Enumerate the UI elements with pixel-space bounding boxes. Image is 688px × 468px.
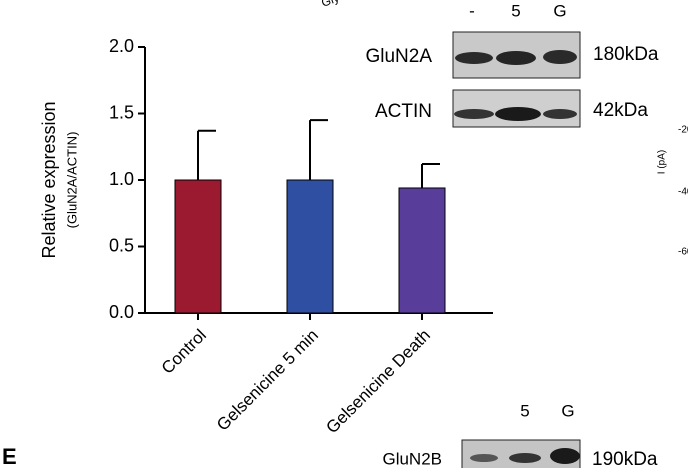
- blot-band: [550, 448, 580, 464]
- blot-band: [543, 109, 577, 119]
- blot-band: [470, 454, 498, 462]
- annotation: 5: [520, 401, 529, 420]
- y-tick-label: 0.5: [109, 235, 134, 255]
- annotation: GluN2A: [365, 46, 432, 67]
- annotation: 180kDa: [593, 44, 659, 65]
- x-tick-label: Control: [158, 326, 210, 378]
- annotation: E: [2, 444, 17, 468]
- annotation: Gly: [319, 0, 341, 10]
- blot-band: [455, 52, 493, 64]
- annotation: I (pA): [657, 150, 668, 174]
- blot-gluN2B: [461, 439, 581, 468]
- blot-gluN2A: [452, 31, 581, 79]
- blot-band: [454, 109, 494, 119]
- annotation: -: [469, 1, 475, 20]
- bar: [174, 179, 222, 314]
- blot-actin: [452, 89, 581, 128]
- x-tick-label: Gelsenicine 5 min: [213, 326, 322, 435]
- annotation: -20: [678, 125, 688, 136]
- y-tick-label: 1.0: [109, 169, 134, 189]
- annotation: -60: [678, 247, 688, 258]
- annotation: 5: [511, 1, 520, 20]
- blot-band: [543, 50, 577, 64]
- annotation: 42kDa: [593, 100, 648, 121]
- annotation: 190kDa: [592, 449, 658, 468]
- bar: [286, 179, 334, 314]
- y-tick-label: 0.0: [109, 302, 134, 322]
- blot-band: [496, 51, 536, 65]
- blot-band: [509, 453, 541, 463]
- annotation: -40: [678, 187, 688, 198]
- bar: [398, 187, 446, 314]
- annotation: ACTIN: [375, 101, 432, 122]
- annotation: G: [553, 1, 566, 20]
- y-axis-label: Relative expression: [39, 101, 59, 258]
- annotation: GluN2B: [382, 449, 442, 468]
- y-tick-label: 1.5: [109, 102, 134, 122]
- y-tick-label: 2.0: [109, 36, 134, 56]
- x-tick-label: Gelsenicine Death: [322, 326, 434, 438]
- annotation: G: [561, 401, 574, 420]
- blot-band: [495, 107, 541, 121]
- y-axis-sublabel: (GluN2A/ACTIN): [64, 132, 79, 229]
